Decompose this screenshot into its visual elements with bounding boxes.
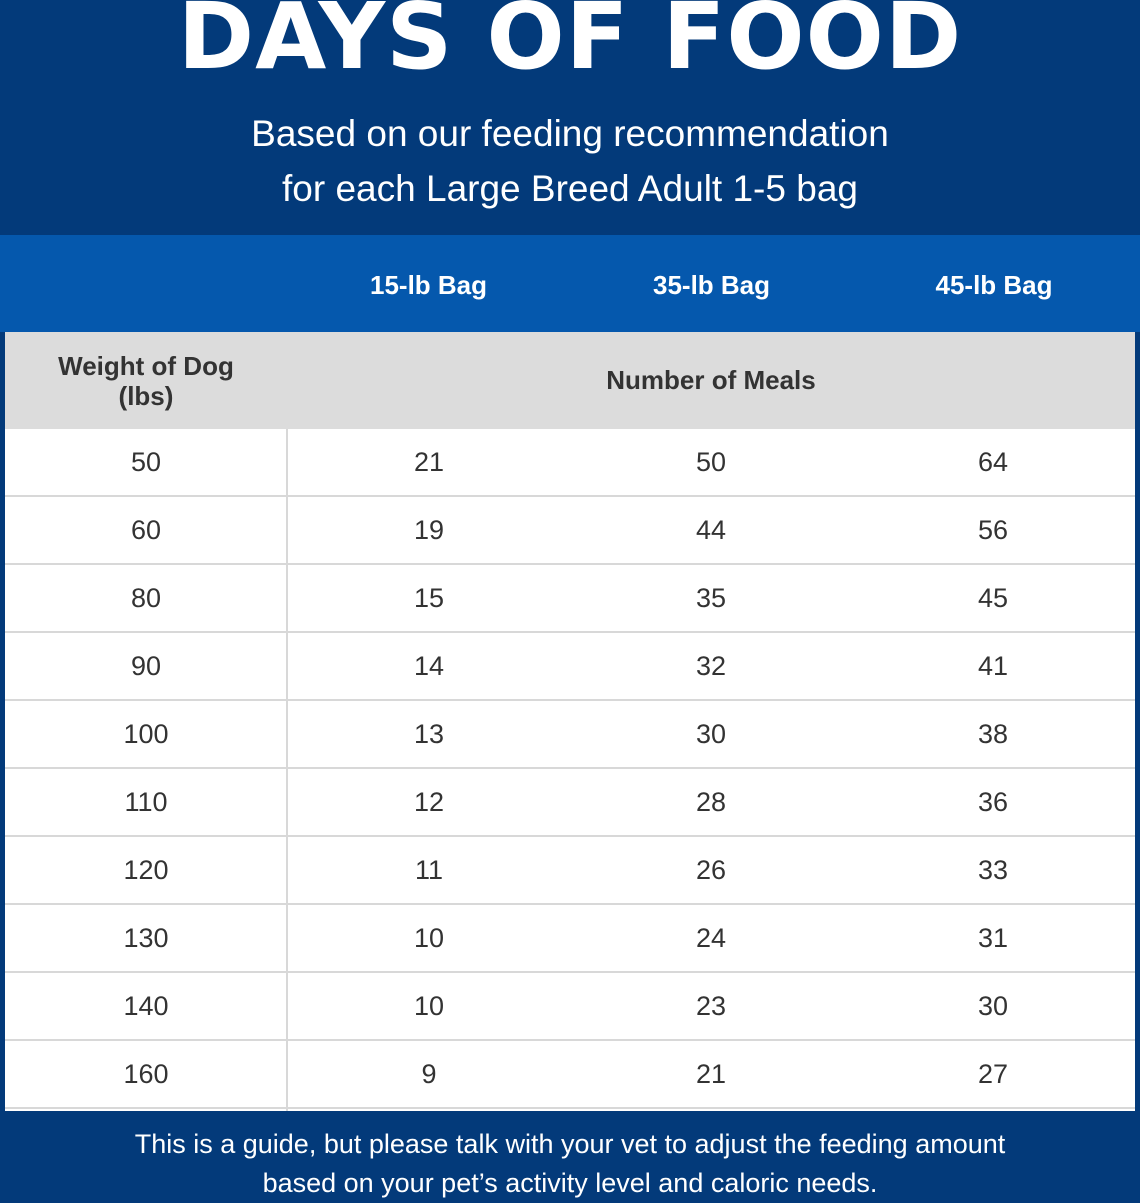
- meals-cell: 24: [695, 923, 727, 953]
- meals-cell: 10: [413, 923, 445, 953]
- table-row: 140 10 23 30: [5, 973, 1135, 1041]
- meals-cell: 21: [413, 447, 445, 477]
- meals-cell: 19: [413, 515, 445, 545]
- weight-cell: 100: [123, 719, 169, 749]
- bag-size-header-row: 15-lb Bag 35-lb Bag 45-lb Bag: [0, 235, 1140, 332]
- table-row: 90 14 32 41: [5, 633, 1135, 701]
- subtitle: Based on our feeding recommendation for …: [0, 106, 1140, 216]
- footer-line-1: This is a guide, but please talk with yo…: [134, 1129, 1006, 1159]
- table-row: 50 21 50 64: [5, 429, 1135, 497]
- weight-column-header: Weight of Dog (lbs): [5, 332, 287, 429]
- weight-cell: 80: [130, 583, 162, 613]
- table-body: 160 9 21 27 140 10 23 30 130 10 24 31 120 11 26 33 110 12…: [5, 429, 1135, 1111]
- table-row: 80 15 35 45: [5, 565, 1135, 633]
- meals-cell: 15: [413, 583, 445, 613]
- meals-cell: 12: [413, 787, 445, 817]
- weight-cell: 140: [123, 991, 169, 1021]
- subheader-row: Weight of Dog (lbs) Number of Meals: [5, 332, 1135, 429]
- table-row: 60 19 44 56: [5, 497, 1135, 565]
- column-header-45lb: 45-lb Bag: [935, 270, 1053, 300]
- meals-cell: 28: [695, 787, 727, 817]
- title-block: DAYS OF FOOD Based on our feeding recomm…: [0, 0, 1140, 235]
- meals-cell: 56: [977, 515, 1009, 545]
- meals-cell: 14: [413, 651, 445, 681]
- table-row: 120 11 26 33: [5, 837, 1135, 905]
- meals-cell: 64: [977, 447, 1009, 477]
- meals-cell: 31: [977, 923, 1009, 953]
- column-header-35lb: 35-lb Bag: [652, 270, 771, 300]
- meals-cell: 35: [695, 583, 727, 613]
- weight-cell: 60: [130, 515, 162, 545]
- meals-cell: 30: [977, 991, 1009, 1021]
- weight-cell: 130: [123, 923, 169, 953]
- table-row: 130 10 24 31: [5, 905, 1135, 973]
- meals-cell: 30: [695, 719, 727, 749]
- meals-cell: 36: [977, 787, 1009, 817]
- meals-cell: 21: [695, 1059, 727, 1089]
- meals-cell: 38: [977, 719, 1009, 749]
- meals-cell: 50: [695, 447, 727, 477]
- weight-cell: 110: [124, 787, 168, 817]
- meals-cell: 13: [413, 719, 445, 749]
- meals-cell: 26: [695, 855, 727, 885]
- table-row: 160 9 21 27: [5, 1041, 1135, 1109]
- weight-cell: 90: [130, 651, 162, 681]
- subtitle-line-1: Based on our feeding recommendation: [251, 113, 889, 154]
- meals-cell: 23: [695, 991, 727, 1021]
- weight-label-line-2: (lbs): [118, 380, 174, 411]
- meals-cell: 10: [413, 991, 445, 1021]
- meals-cell: 32: [695, 651, 727, 681]
- weight-cell: 50: [130, 447, 162, 477]
- meals-cell: 41: [977, 651, 1009, 681]
- table-row: 110 12 28 36: [5, 769, 1135, 837]
- meals-cell: 33: [977, 855, 1009, 885]
- meals-cell: 11: [414, 855, 444, 885]
- meals-cell: 27: [977, 1059, 1009, 1089]
- column-divider: [286, 429, 288, 1111]
- table-row: 100 13 30 38: [5, 701, 1135, 769]
- meals-cell: 9: [421, 1059, 437, 1089]
- page-title: DAYS OF FOOD: [177, 0, 963, 90]
- subtitle-line-2: for each Large Breed Adult 1-5 bag: [282, 168, 858, 209]
- footer-note: This is a guide, but please talk with yo…: [0, 1125, 1140, 1203]
- meals-cell: 45: [977, 583, 1009, 613]
- meals-cell: 44: [695, 515, 727, 545]
- weight-cell: 120: [123, 855, 169, 885]
- footer-line-2: based on your pet’s activity level and c…: [262, 1168, 878, 1198]
- number-of-meals-header: Number of Meals: [606, 365, 816, 395]
- column-header-15lb: 15-lb Bag: [369, 270, 488, 300]
- weight-cell: 160: [123, 1059, 169, 1089]
- weight-label-line-1: Weight of Dog: [58, 350, 234, 381]
